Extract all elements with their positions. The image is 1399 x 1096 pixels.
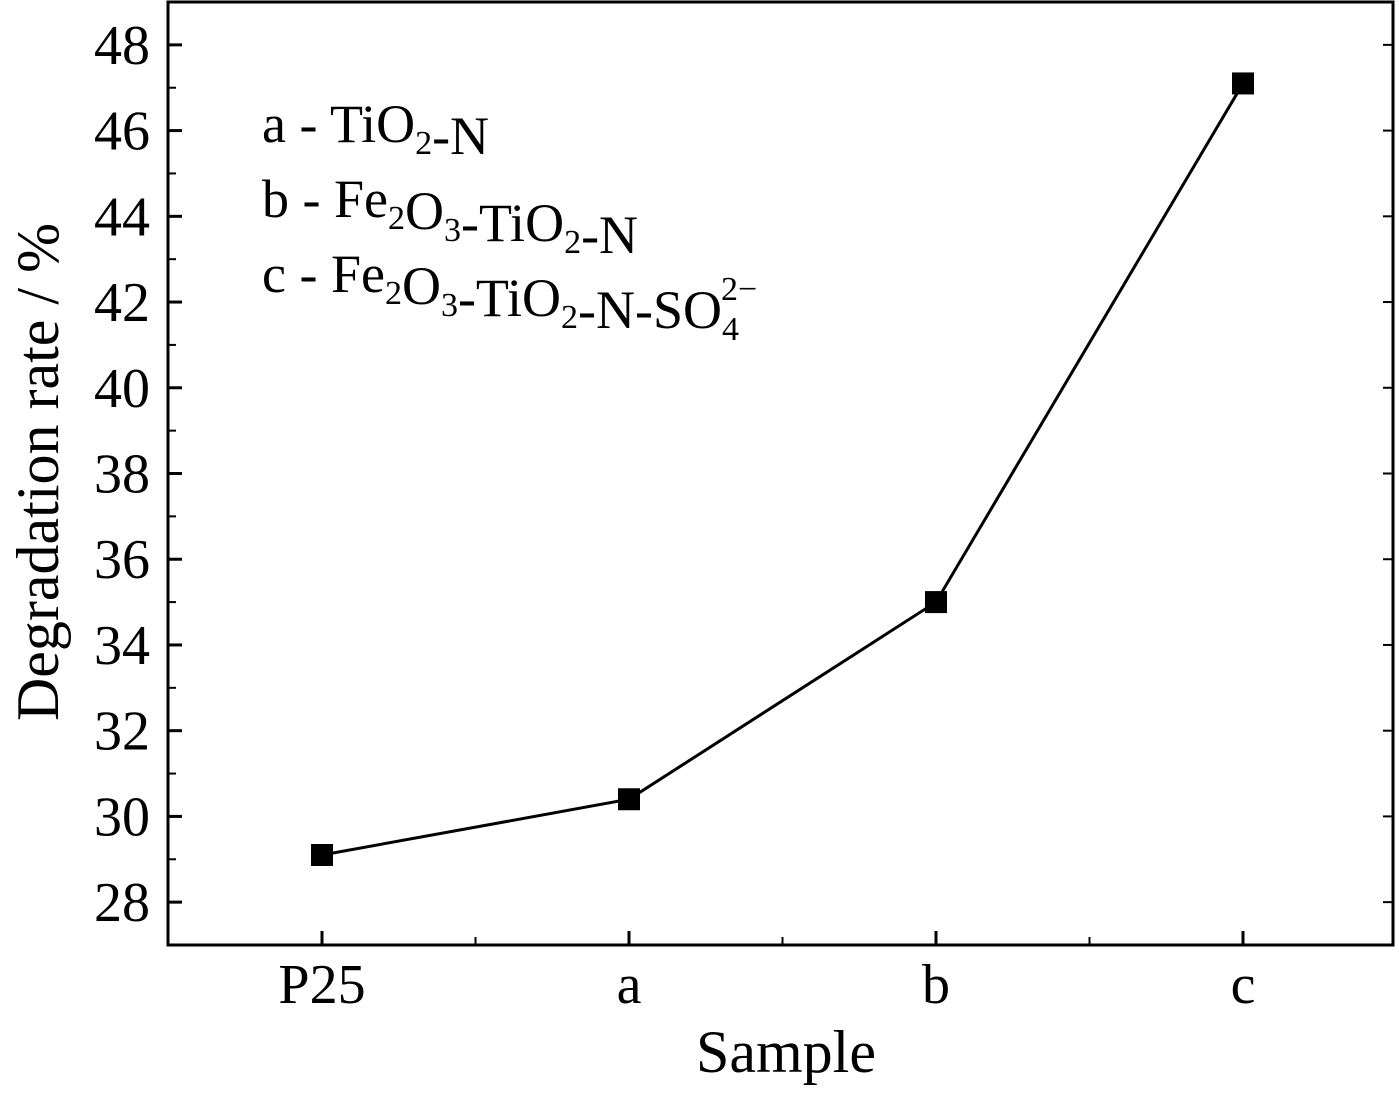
x-tick-label: a	[617, 954, 642, 1016]
y-tick-label: 48	[94, 15, 150, 77]
series-layer	[311, 72, 1254, 866]
axes: 28 30 32 34 36 38 40 42 44 46 48 P25 a b c	[94, 0, 1395, 1016]
x-tick-label: b	[922, 954, 950, 1016]
legend-entry-a: a - TiO2-N	[262, 94, 489, 166]
y-tick-label: 46	[94, 101, 150, 163]
y-tick-label: 32	[94, 701, 150, 763]
y-tick-label: 38	[94, 444, 150, 506]
series-line	[321, 82, 1245, 857]
y-tick-label: 36	[94, 529, 150, 591]
data-point-a	[618, 788, 640, 811]
y-tick-label: 42	[94, 272, 150, 334]
data-point-c	[1232, 72, 1254, 95]
x-tick-label: P25	[278, 954, 365, 1016]
data-point-P25	[311, 843, 333, 866]
y-tick-label: 28	[94, 872, 150, 934]
x-tick-label: c	[1231, 954, 1256, 1016]
legend-entry-b: b - Fe2O3-TiO2-N	[262, 169, 638, 265]
y-tick-label: 34	[94, 615, 150, 677]
y-tick-label: 44	[94, 186, 150, 248]
legend: a - TiO2-Nb - Fe2O3-TiO2-Nc - Fe2O3-TiO2…	[262, 94, 757, 348]
y-axis-title: Degradation rate / %	[5, 223, 71, 721]
legend-entry-c: c - Fe2O3-TiO2-N-SO42−	[262, 244, 757, 348]
y-tick-label: 40	[94, 358, 150, 420]
y-tick-label: 30	[94, 786, 150, 848]
data-point-b	[925, 591, 947, 614]
x-axis-title: Sample	[696, 1019, 876, 1085]
